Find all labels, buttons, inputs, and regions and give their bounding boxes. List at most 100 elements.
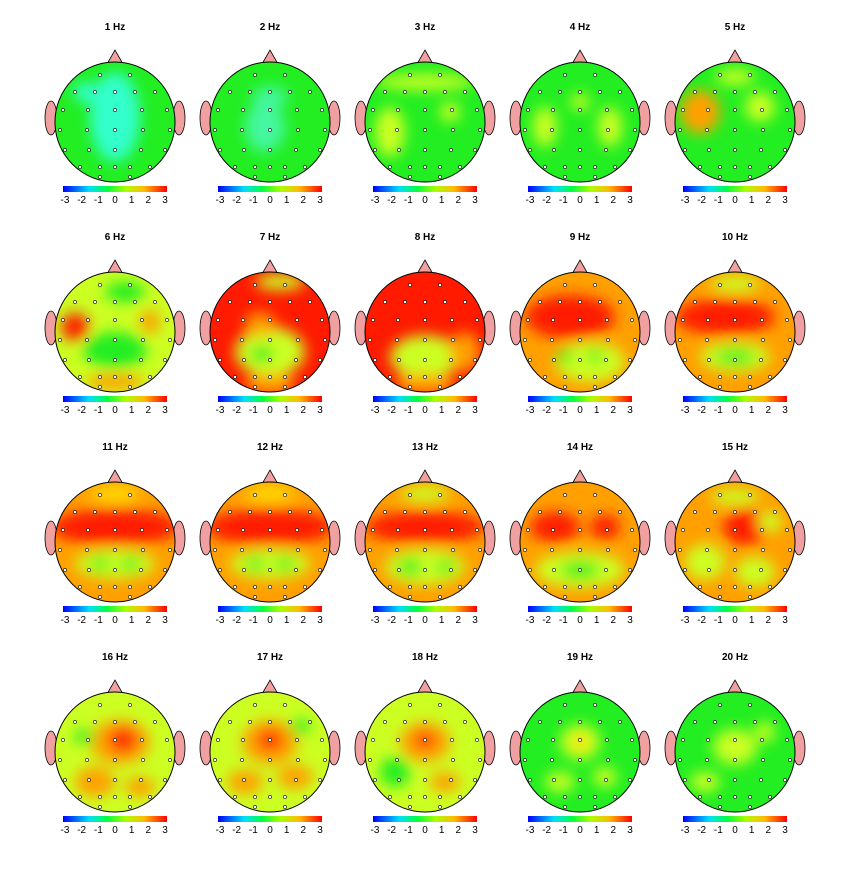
electrode xyxy=(113,585,117,589)
blob xyxy=(375,107,405,157)
electrode xyxy=(253,795,257,799)
electrode xyxy=(128,385,132,389)
electrode xyxy=(718,795,722,799)
scalp-map xyxy=(210,62,330,182)
electrode xyxy=(296,758,300,762)
electrode xyxy=(760,108,764,112)
electrode xyxy=(323,338,327,342)
blob xyxy=(545,772,575,792)
colorbar-tick-label: 0 xyxy=(112,195,118,206)
electrode xyxy=(633,548,637,552)
colorbar-tick-label: -3 xyxy=(216,825,225,836)
electrode xyxy=(294,358,298,362)
electrode xyxy=(93,90,97,94)
electrode xyxy=(73,510,77,514)
colorbar-tick-label: -3 xyxy=(61,615,70,626)
blob xyxy=(245,374,295,392)
blob xyxy=(690,772,720,792)
electrode xyxy=(785,318,789,322)
electrode xyxy=(58,338,62,342)
head-outline xyxy=(519,691,641,813)
electrode xyxy=(113,568,117,572)
electrode xyxy=(113,338,117,342)
electrode xyxy=(216,318,220,322)
electrode xyxy=(93,720,97,724)
colorbar-tick-label: -3 xyxy=(61,405,70,416)
electrode xyxy=(438,585,442,589)
topo-panel: 3 Hz -3 -2 -1 0 1 2 3 xyxy=(354,22,496,206)
head-outline xyxy=(209,481,331,603)
electrode xyxy=(538,510,542,514)
blob xyxy=(277,765,313,789)
blob xyxy=(210,509,330,545)
electrode xyxy=(713,510,717,514)
electrode xyxy=(128,175,132,179)
electrode xyxy=(240,758,244,762)
electrode xyxy=(397,148,401,152)
colorbar xyxy=(528,606,632,612)
electrode xyxy=(388,585,392,589)
electrode xyxy=(707,148,711,152)
colorbar xyxy=(218,186,322,192)
electrode xyxy=(58,548,62,552)
electrode xyxy=(478,758,482,762)
electrode xyxy=(303,585,307,589)
colorbar-tick-label: 1 xyxy=(129,825,135,836)
electrode xyxy=(528,568,532,572)
electrode xyxy=(383,300,387,304)
panel-title: 7 Hz xyxy=(260,232,281,243)
electrode xyxy=(408,73,412,77)
colorbar-tick-label: 1 xyxy=(594,195,600,206)
electrode xyxy=(523,338,527,342)
electrode xyxy=(423,738,427,742)
colorbar-tick-label: -2 xyxy=(387,195,396,206)
electrode xyxy=(478,548,482,552)
colorbar-tick-label: 1 xyxy=(749,825,755,836)
colorbar-tick-label: 3 xyxy=(317,615,323,626)
colorbar-tick-label: 3 xyxy=(162,405,168,416)
electrode xyxy=(318,778,322,782)
electrode xyxy=(438,385,442,389)
topo-panel: 15 Hz -3 -2 -1 0 1 2 3 xyxy=(664,442,806,626)
colorbar xyxy=(373,816,477,822)
colorbar-tick-label: 2 xyxy=(766,615,772,626)
electrode xyxy=(760,738,764,742)
electrode xyxy=(593,385,597,389)
colorbar-tick-label: 0 xyxy=(267,825,273,836)
scalp-map xyxy=(55,692,175,812)
topo-panel: 10 Hz -3 -2 -1 0 1 2 3 xyxy=(664,232,806,416)
colorbar-tick-label: 2 xyxy=(146,615,152,626)
electrode xyxy=(423,300,427,304)
blob xyxy=(245,486,295,502)
colorbar-tick-label: 1 xyxy=(439,405,445,416)
electrode xyxy=(303,375,307,379)
electrode xyxy=(371,738,375,742)
electrode xyxy=(698,375,702,379)
electrode xyxy=(578,300,582,304)
blob xyxy=(593,767,617,787)
electrode xyxy=(618,720,622,724)
blob xyxy=(745,92,775,122)
electrode xyxy=(613,375,617,379)
scalp-map xyxy=(675,482,795,602)
electrode xyxy=(283,795,287,799)
electrode xyxy=(233,585,237,589)
blob xyxy=(533,107,557,147)
electrode xyxy=(705,548,709,552)
electrode xyxy=(593,73,597,77)
electrode xyxy=(368,548,372,552)
electrode xyxy=(593,175,597,179)
blob xyxy=(587,351,603,363)
electrode xyxy=(628,568,632,572)
head-outline xyxy=(364,481,486,603)
electrode xyxy=(563,165,567,169)
electrode xyxy=(450,528,454,532)
blob xyxy=(230,549,310,579)
electrode xyxy=(473,778,477,782)
electrode xyxy=(98,385,102,389)
electrode xyxy=(303,165,307,169)
electrode xyxy=(578,108,582,112)
electrode xyxy=(218,358,222,362)
electrode xyxy=(148,165,152,169)
electrode xyxy=(681,738,685,742)
